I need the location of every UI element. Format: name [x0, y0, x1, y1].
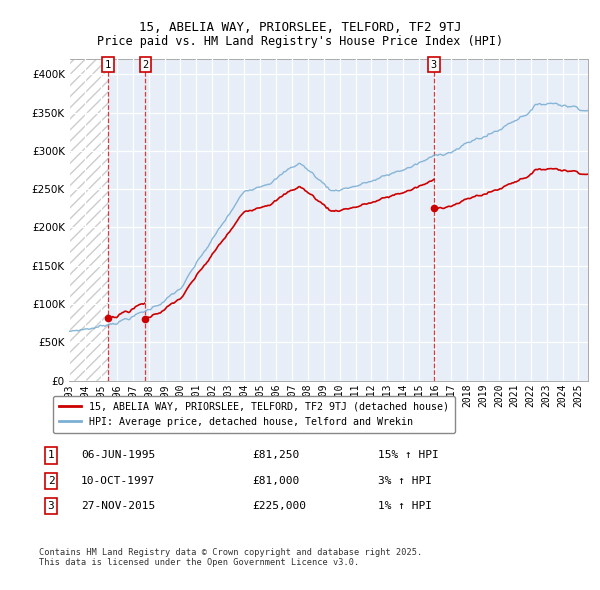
Text: £225,000: £225,000: [252, 501, 306, 510]
Text: 3: 3: [47, 501, 55, 510]
Text: Price paid vs. HM Land Registry's House Price Index (HPI): Price paid vs. HM Land Registry's House …: [97, 35, 503, 48]
Text: 15% ↑ HPI: 15% ↑ HPI: [378, 451, 439, 460]
Text: Contains HM Land Registry data © Crown copyright and database right 2025.
This d: Contains HM Land Registry data © Crown c…: [39, 548, 422, 567]
Bar: [69, 59, 107, 381]
Legend: 15, ABELIA WAY, PRIORSLEE, TELFORD, TF2 9TJ (detached house), HPI: Average price: 15, ABELIA WAY, PRIORSLEE, TELFORD, TF2 …: [53, 396, 455, 433]
Text: 2: 2: [142, 60, 148, 70]
Text: £81,250: £81,250: [252, 451, 299, 460]
Text: 10-OCT-1997: 10-OCT-1997: [81, 476, 155, 486]
Text: 06-JUN-1995: 06-JUN-1995: [81, 451, 155, 460]
Text: 27-NOV-2015: 27-NOV-2015: [81, 501, 155, 510]
Text: £81,000: £81,000: [252, 476, 299, 486]
Text: 3% ↑ HPI: 3% ↑ HPI: [378, 476, 432, 486]
Text: 15, ABELIA WAY, PRIORSLEE, TELFORD, TF2 9TJ: 15, ABELIA WAY, PRIORSLEE, TELFORD, TF2 …: [139, 21, 461, 34]
Text: 2: 2: [47, 476, 55, 486]
Text: 1% ↑ HPI: 1% ↑ HPI: [378, 501, 432, 510]
Text: 3: 3: [431, 60, 437, 70]
Text: 1: 1: [105, 60, 111, 70]
Text: 1: 1: [47, 451, 55, 460]
